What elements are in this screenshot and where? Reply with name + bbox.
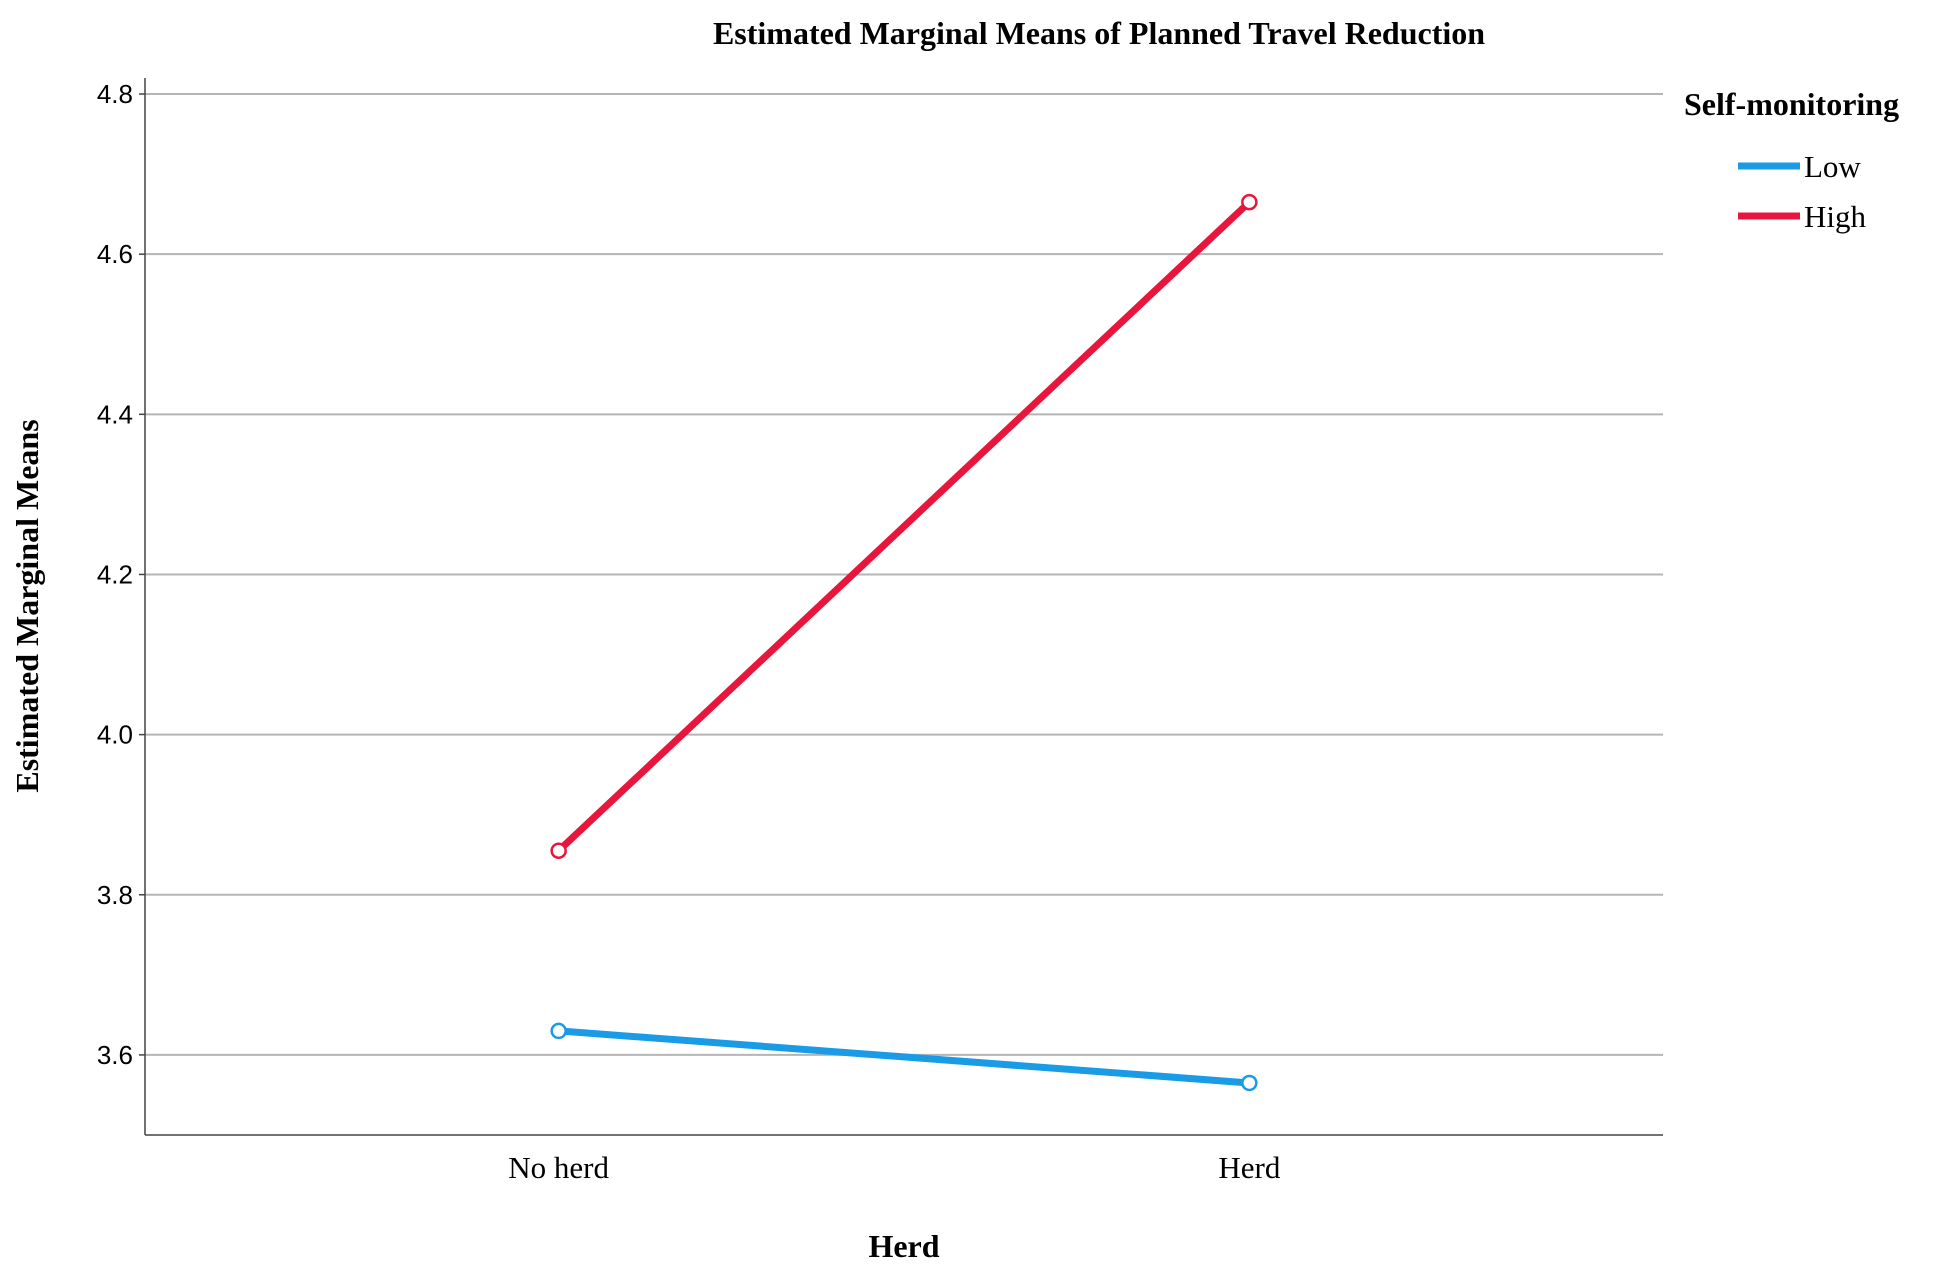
y-tick-label: 3.8 bbox=[97, 880, 133, 910]
legend: Self-monitoring Low High bbox=[1684, 86, 1899, 234]
legend-title: Self-monitoring bbox=[1684, 86, 1899, 122]
data-point bbox=[550, 842, 567, 859]
y-tick-label: 4.8 bbox=[97, 79, 133, 109]
x-tick-labels: No herd Herd bbox=[508, 1150, 1281, 1185]
legend-items: Low High bbox=[1738, 149, 1867, 234]
series bbox=[550, 193, 1258, 1092]
y-tick-label: 3.6 bbox=[97, 1040, 133, 1070]
axes bbox=[144, 78, 1663, 1136]
x-tick-label: No herd bbox=[508, 1150, 609, 1185]
series-line bbox=[556, 199, 1252, 854]
series-high bbox=[550, 193, 1258, 859]
data-point bbox=[550, 1022, 567, 1040]
y-tick-label: 4.4 bbox=[97, 399, 133, 429]
series-line bbox=[558, 1027, 1250, 1087]
chart-title: Estimated Marginal Means of Planned Trav… bbox=[713, 15, 1485, 51]
grid-lines bbox=[139, 93, 1663, 1056]
y-tick-label: 4.6 bbox=[97, 239, 133, 269]
y-axis-title: Estimated Marginal Means bbox=[9, 419, 45, 792]
series-low bbox=[550, 1022, 1258, 1092]
x-axis-title: Herd bbox=[868, 1228, 939, 1264]
legend-label: High bbox=[1804, 199, 1867, 234]
y-tick-labels: 3.6 3.8 4.0 4.2 4.4 4.6 4.8 bbox=[97, 79, 133, 1070]
legend-label: Low bbox=[1804, 149, 1861, 184]
y-tick-label: 4.2 bbox=[97, 559, 133, 589]
data-point bbox=[1241, 193, 1258, 211]
x-tick-label: Herd bbox=[1218, 1150, 1280, 1185]
y-tick-label: 4.0 bbox=[97, 720, 133, 750]
data-point bbox=[1241, 1074, 1258, 1092]
